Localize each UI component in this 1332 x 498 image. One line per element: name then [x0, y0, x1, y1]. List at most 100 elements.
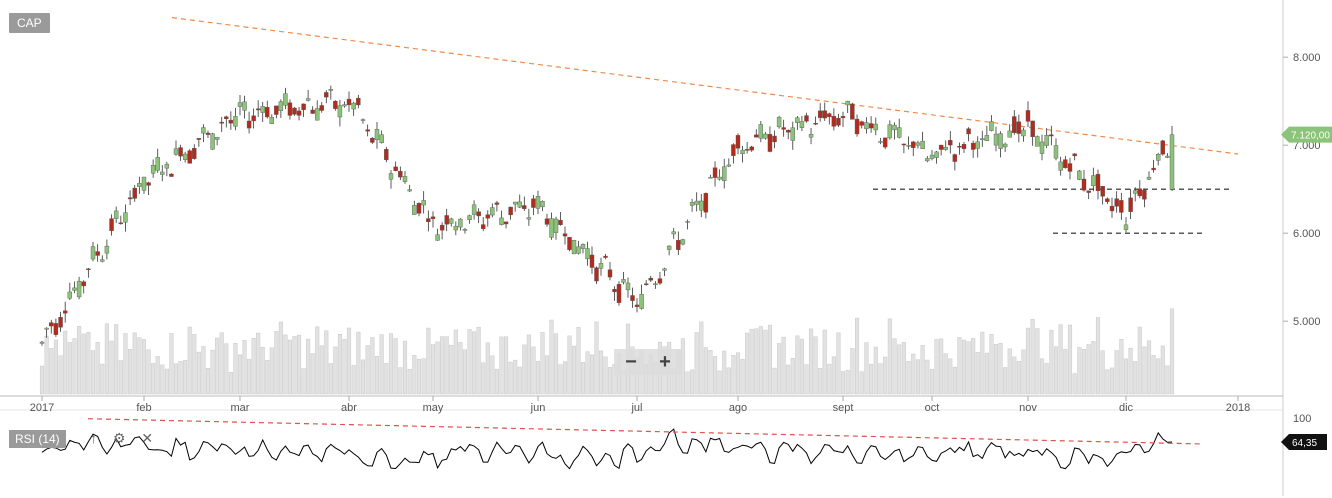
candle-down — [882, 137, 888, 148]
candle-down — [205, 132, 211, 135]
candle-down — [603, 255, 608, 258]
candle-down — [416, 203, 422, 214]
volume-bar — [412, 355, 417, 395]
volume-bar — [315, 326, 320, 395]
volume-bar — [699, 321, 704, 395]
gear-icon[interactable]: ⚙ — [112, 430, 126, 446]
candle-up — [512, 201, 518, 205]
volume-bar — [1095, 317, 1101, 395]
price-tick-label: 6.000 — [1293, 228, 1321, 240]
volume-bar — [499, 336, 504, 395]
candle-up — [639, 293, 644, 309]
candle-down — [439, 224, 445, 231]
volume-bar — [333, 346, 338, 395]
volume-bar — [813, 336, 818, 395]
volume-bar — [1119, 339, 1124, 395]
volume-bar — [808, 328, 814, 395]
candle-up — [388, 173, 394, 180]
candle-down — [567, 236, 572, 250]
candle-up — [467, 215, 472, 220]
candle-up — [906, 145, 911, 147]
volume-bar — [517, 366, 522, 395]
volume-bar — [292, 336, 297, 395]
volume-bar — [1100, 350, 1105, 395]
volume-bar — [247, 359, 252, 395]
candle-up — [283, 93, 288, 106]
candle-down — [522, 205, 527, 209]
volume-bar — [966, 341, 971, 395]
candle-up — [943, 147, 948, 150]
candle-down — [508, 206, 513, 216]
volume-bar — [164, 368, 169, 395]
candle-up — [776, 117, 782, 128]
candle-up — [210, 133, 215, 150]
zoom-in-button[interactable]: + — [659, 351, 671, 373]
volume-bar — [269, 347, 274, 395]
candle-down — [836, 117, 841, 126]
rsi-indicator-label[interactable]: RSI (14) — [9, 430, 66, 448]
volume-bar — [1123, 358, 1129, 395]
volume-bar — [948, 358, 953, 395]
candle-up — [141, 176, 147, 191]
time-tick-label: ago — [729, 402, 747, 414]
candle-up — [808, 134, 814, 138]
candle-down — [393, 166, 398, 171]
volume-bar — [840, 371, 846, 395]
candle-up — [795, 117, 800, 123]
candle-down — [426, 218, 431, 222]
candle-down — [868, 123, 874, 129]
candle-up — [758, 124, 764, 139]
volume-bar — [859, 371, 864, 395]
volume-bar — [717, 370, 722, 395]
candle-up — [689, 202, 695, 206]
candle-up — [1035, 136, 1040, 147]
volume-bar — [402, 340, 408, 395]
candle-up — [671, 231, 676, 235]
volume-bar — [740, 359, 745, 395]
volume-bar — [49, 348, 54, 395]
candle-down — [481, 224, 486, 229]
volume-bar — [67, 342, 72, 395]
volume-bar — [915, 359, 920, 395]
candle-up — [699, 200, 704, 211]
close-icon[interactable]: ✕ — [141, 430, 154, 446]
candle-up — [1077, 170, 1082, 180]
volume-bar — [1003, 367, 1008, 395]
candle-up — [471, 204, 477, 215]
volume-bar — [324, 330, 329, 395]
volume-bar — [883, 356, 888, 395]
volume-bar — [562, 361, 568, 395]
candle-down — [1142, 189, 1147, 200]
candle-up — [998, 133, 1003, 149]
candle-down — [287, 102, 293, 116]
volume-bar — [215, 337, 220, 395]
volume-bar — [219, 332, 224, 395]
candle-up — [873, 123, 878, 131]
volume-bar — [328, 363, 333, 395]
volume-bar — [481, 362, 486, 395]
candle-down — [612, 289, 617, 293]
volume-bar — [503, 336, 509, 395]
volume-bar — [53, 339, 58, 395]
candle-down — [384, 149, 389, 161]
candle-down — [1160, 140, 1166, 155]
zoom-out-button[interactable]: − — [625, 351, 637, 373]
candle-up — [621, 279, 626, 283]
volume-bar — [957, 337, 962, 395]
candle-up — [1132, 190, 1138, 194]
volume-bar — [1146, 340, 1152, 395]
volume-bar — [462, 349, 468, 395]
candle-up — [929, 154, 935, 159]
time-tick-label: 2018 — [1226, 402, 1250, 414]
candle-up — [449, 218, 454, 224]
symbol-badge[interactable]: CAP — [9, 13, 50, 33]
volume-bar — [146, 349, 151, 395]
volume-bar — [1016, 360, 1021, 395]
volume-bar — [571, 345, 577, 395]
volume-bar — [878, 363, 883, 395]
arrow-up-icon[interactable]: ↑ — [90, 430, 97, 446]
volume-bar — [831, 356, 836, 395]
candle-up — [173, 148, 179, 155]
candle-up — [722, 166, 727, 181]
volume-bar — [685, 371, 690, 395]
